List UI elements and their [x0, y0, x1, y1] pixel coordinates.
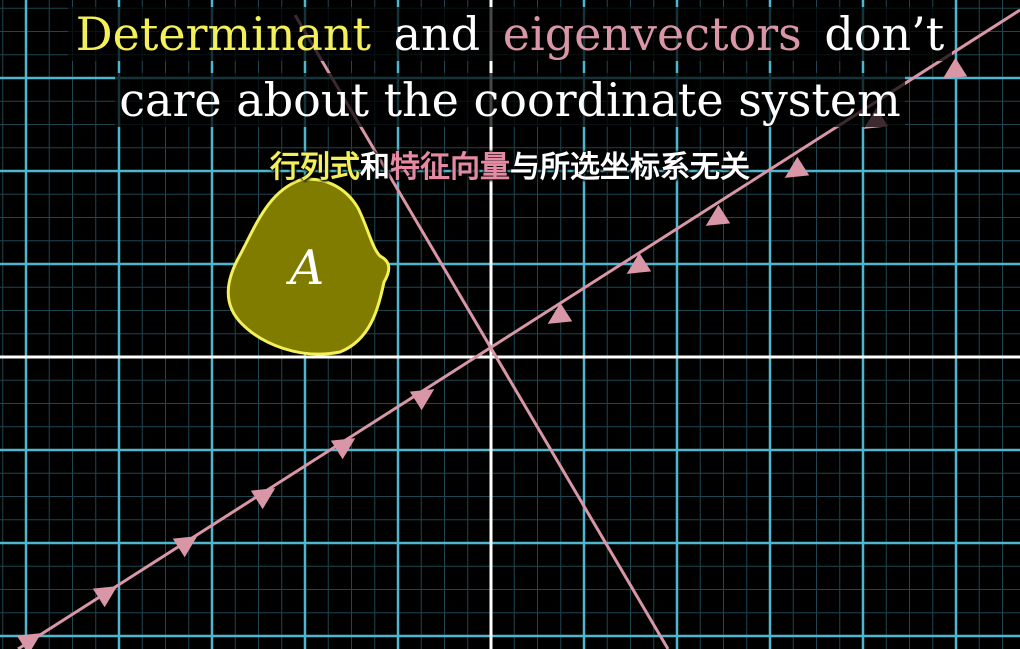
eigenvector-arrowhead — [92, 586, 118, 608]
title-line-2: care about the coordinate system — [0, 72, 1020, 128]
chinese-subtitle: 行列式和特征向量与所选坐标系无关 — [0, 142, 1020, 186]
eigenvector-arrowhead — [626, 252, 652, 274]
eigenvector-arrowhead — [409, 389, 435, 411]
eigenvector-arrowhead — [705, 204, 731, 226]
eigenvector-arrowhead — [16, 633, 42, 649]
region-a-blob — [226, 177, 391, 356]
eigenvector-arrowhead — [942, 57, 968, 79]
subtitle-determinant: 行列式 — [270, 150, 360, 185]
title-line-1: Determinant and eigenvectors don’t — [0, 6, 1020, 62]
title-word-determinant: Determinant — [75, 7, 372, 61]
region-a-label: A — [286, 240, 325, 296]
subtitle-eigenvectors: 特征向量 — [390, 150, 510, 185]
title-word-dont: don’t — [824, 7, 945, 61]
eigenvector-arrowhead — [172, 536, 198, 558]
eigenvector-arrowhead — [547, 302, 573, 324]
eigenvector-arrowhead — [330, 438, 356, 460]
title-word-and: and — [393, 7, 481, 61]
title-word-eigenvectors: eigenvectors — [502, 7, 802, 61]
eigenvector-arrowhead — [250, 488, 276, 510]
eigenvector-arrows — [16, 57, 968, 649]
subtitle-and: 和 — [360, 150, 390, 185]
title-line-2-text: care about the coordinate system — [115, 73, 905, 127]
subtitle-rest: 与所选坐标系无关 — [510, 150, 750, 185]
eigenvector-arrowhead — [784, 156, 810, 178]
